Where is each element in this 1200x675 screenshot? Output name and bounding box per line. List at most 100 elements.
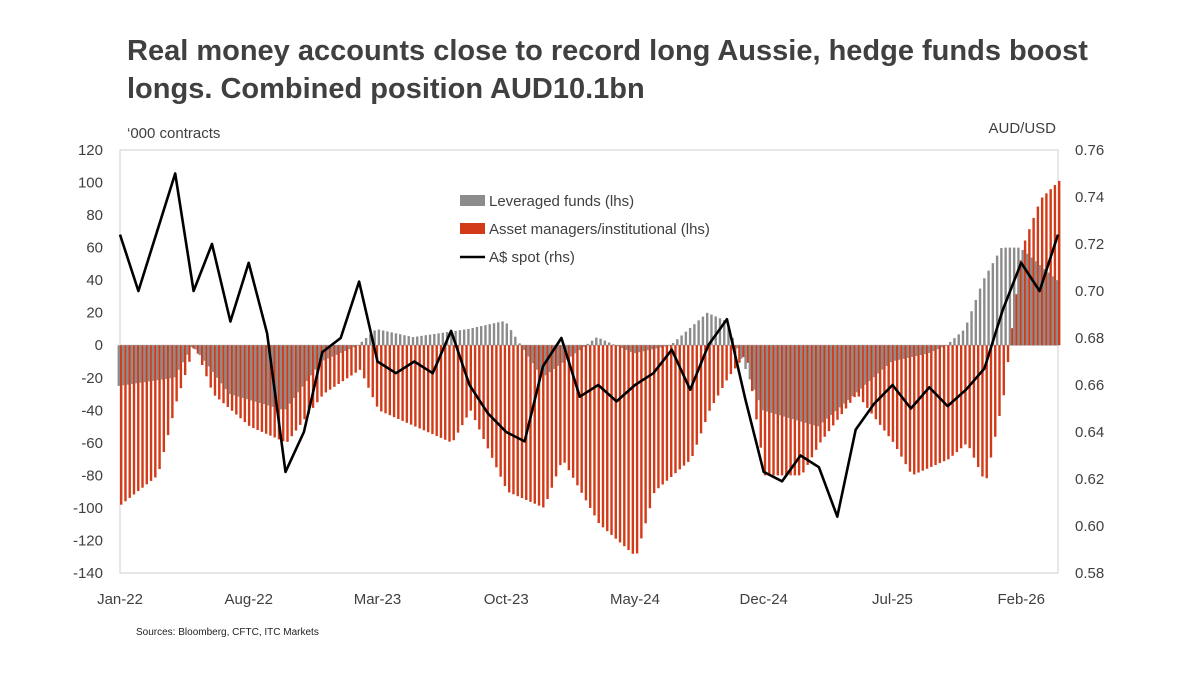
bar (175, 345, 178, 402)
bar (913, 345, 916, 475)
bar (211, 345, 214, 373)
bar (785, 345, 788, 476)
bar (546, 345, 549, 500)
bar (571, 345, 575, 478)
legend-swatch (460, 223, 485, 234)
bar (1047, 272, 1050, 346)
bar (712, 345, 716, 404)
bar (746, 345, 750, 363)
y-right-tick-label: 0.72 (1075, 236, 1104, 253)
y-right-tick-label: 0.64 (1075, 424, 1104, 441)
bar (597, 345, 600, 524)
bar (154, 345, 157, 478)
bar (1038, 265, 1041, 346)
bar (535, 345, 538, 370)
x-tick-label: Oct-23 (484, 591, 529, 608)
bar (326, 345, 329, 359)
bar (313, 345, 317, 370)
bar (637, 345, 641, 353)
bar (765, 345, 769, 412)
bar (744, 345, 747, 370)
bar (1040, 197, 1044, 346)
bar (816, 345, 820, 427)
bar (422, 345, 426, 431)
bar (893, 345, 896, 361)
bar (695, 345, 698, 445)
y-axis-left: 120 100 80 60 40 20 0 -20 -40 -60 -80 -100 -120 -140 (73, 142, 103, 582)
bar (247, 345, 251, 426)
bar (721, 345, 724, 388)
bar (1051, 276, 1054, 346)
bar (917, 345, 920, 473)
bar (516, 345, 519, 497)
bar (701, 316, 705, 346)
bar (147, 345, 150, 382)
bar (437, 333, 440, 346)
bar (1034, 261, 1037, 346)
legend-swatch (460, 195, 485, 206)
bar (738, 345, 741, 363)
bar (589, 345, 592, 508)
y-axis-right: 0.76 0.74 0.72 0.70 0.68 0.66 0.64 0.62 0.60 0.58 (1075, 142, 1104, 582)
bar (1000, 248, 1003, 346)
bar (236, 345, 240, 397)
y-right-tick-label: 0.58 (1075, 565, 1104, 582)
bar (972, 345, 976, 458)
bar (232, 345, 236, 396)
bar (461, 345, 464, 426)
bar (1025, 253, 1029, 346)
bar (559, 345, 562, 466)
bar (667, 345, 671, 346)
bar (256, 345, 259, 430)
bar (151, 345, 155, 381)
bar (435, 345, 438, 436)
bar (729, 345, 733, 375)
bar (623, 345, 626, 547)
bar (680, 335, 683, 346)
bar (769, 345, 773, 413)
bar (309, 345, 312, 376)
bar (401, 345, 404, 421)
bar (462, 329, 466, 346)
bar (226, 345, 229, 407)
x-tick-label: Mar-23 (354, 591, 402, 608)
y-left-tick-label: 40 (86, 272, 103, 289)
bar (603, 340, 607, 346)
legend-label: Leveraged funds (lhs) (489, 193, 634, 210)
bar (576, 345, 579, 486)
bar (388, 345, 392, 416)
bar (1011, 328, 1014, 346)
bar (838, 345, 841, 408)
bar (416, 336, 419, 346)
bar (1019, 260, 1023, 346)
bar (601, 345, 605, 528)
bar (333, 345, 336, 387)
bar (305, 345, 308, 382)
bar (134, 345, 138, 384)
bar (215, 345, 219, 378)
bar (772, 345, 775, 476)
bar (714, 316, 717, 346)
bar (296, 345, 300, 393)
bar (158, 345, 161, 470)
bar (363, 345, 366, 379)
bar (448, 345, 451, 442)
bar (499, 345, 502, 477)
x-tick-label: Dec-24 (740, 591, 788, 608)
bar (299, 345, 302, 425)
bar (573, 345, 577, 354)
bar (925, 345, 929, 469)
bar (339, 345, 342, 353)
bar (763, 345, 767, 476)
bar (480, 326, 483, 346)
bar (654, 345, 658, 349)
y-left-tick-label: -120 (73, 532, 103, 549)
bar (433, 333, 436, 346)
bar (168, 345, 172, 379)
bar (883, 345, 886, 431)
bar (627, 345, 630, 551)
bar (652, 345, 656, 494)
bar (190, 345, 193, 348)
bar (300, 345, 304, 387)
bar (855, 345, 858, 393)
